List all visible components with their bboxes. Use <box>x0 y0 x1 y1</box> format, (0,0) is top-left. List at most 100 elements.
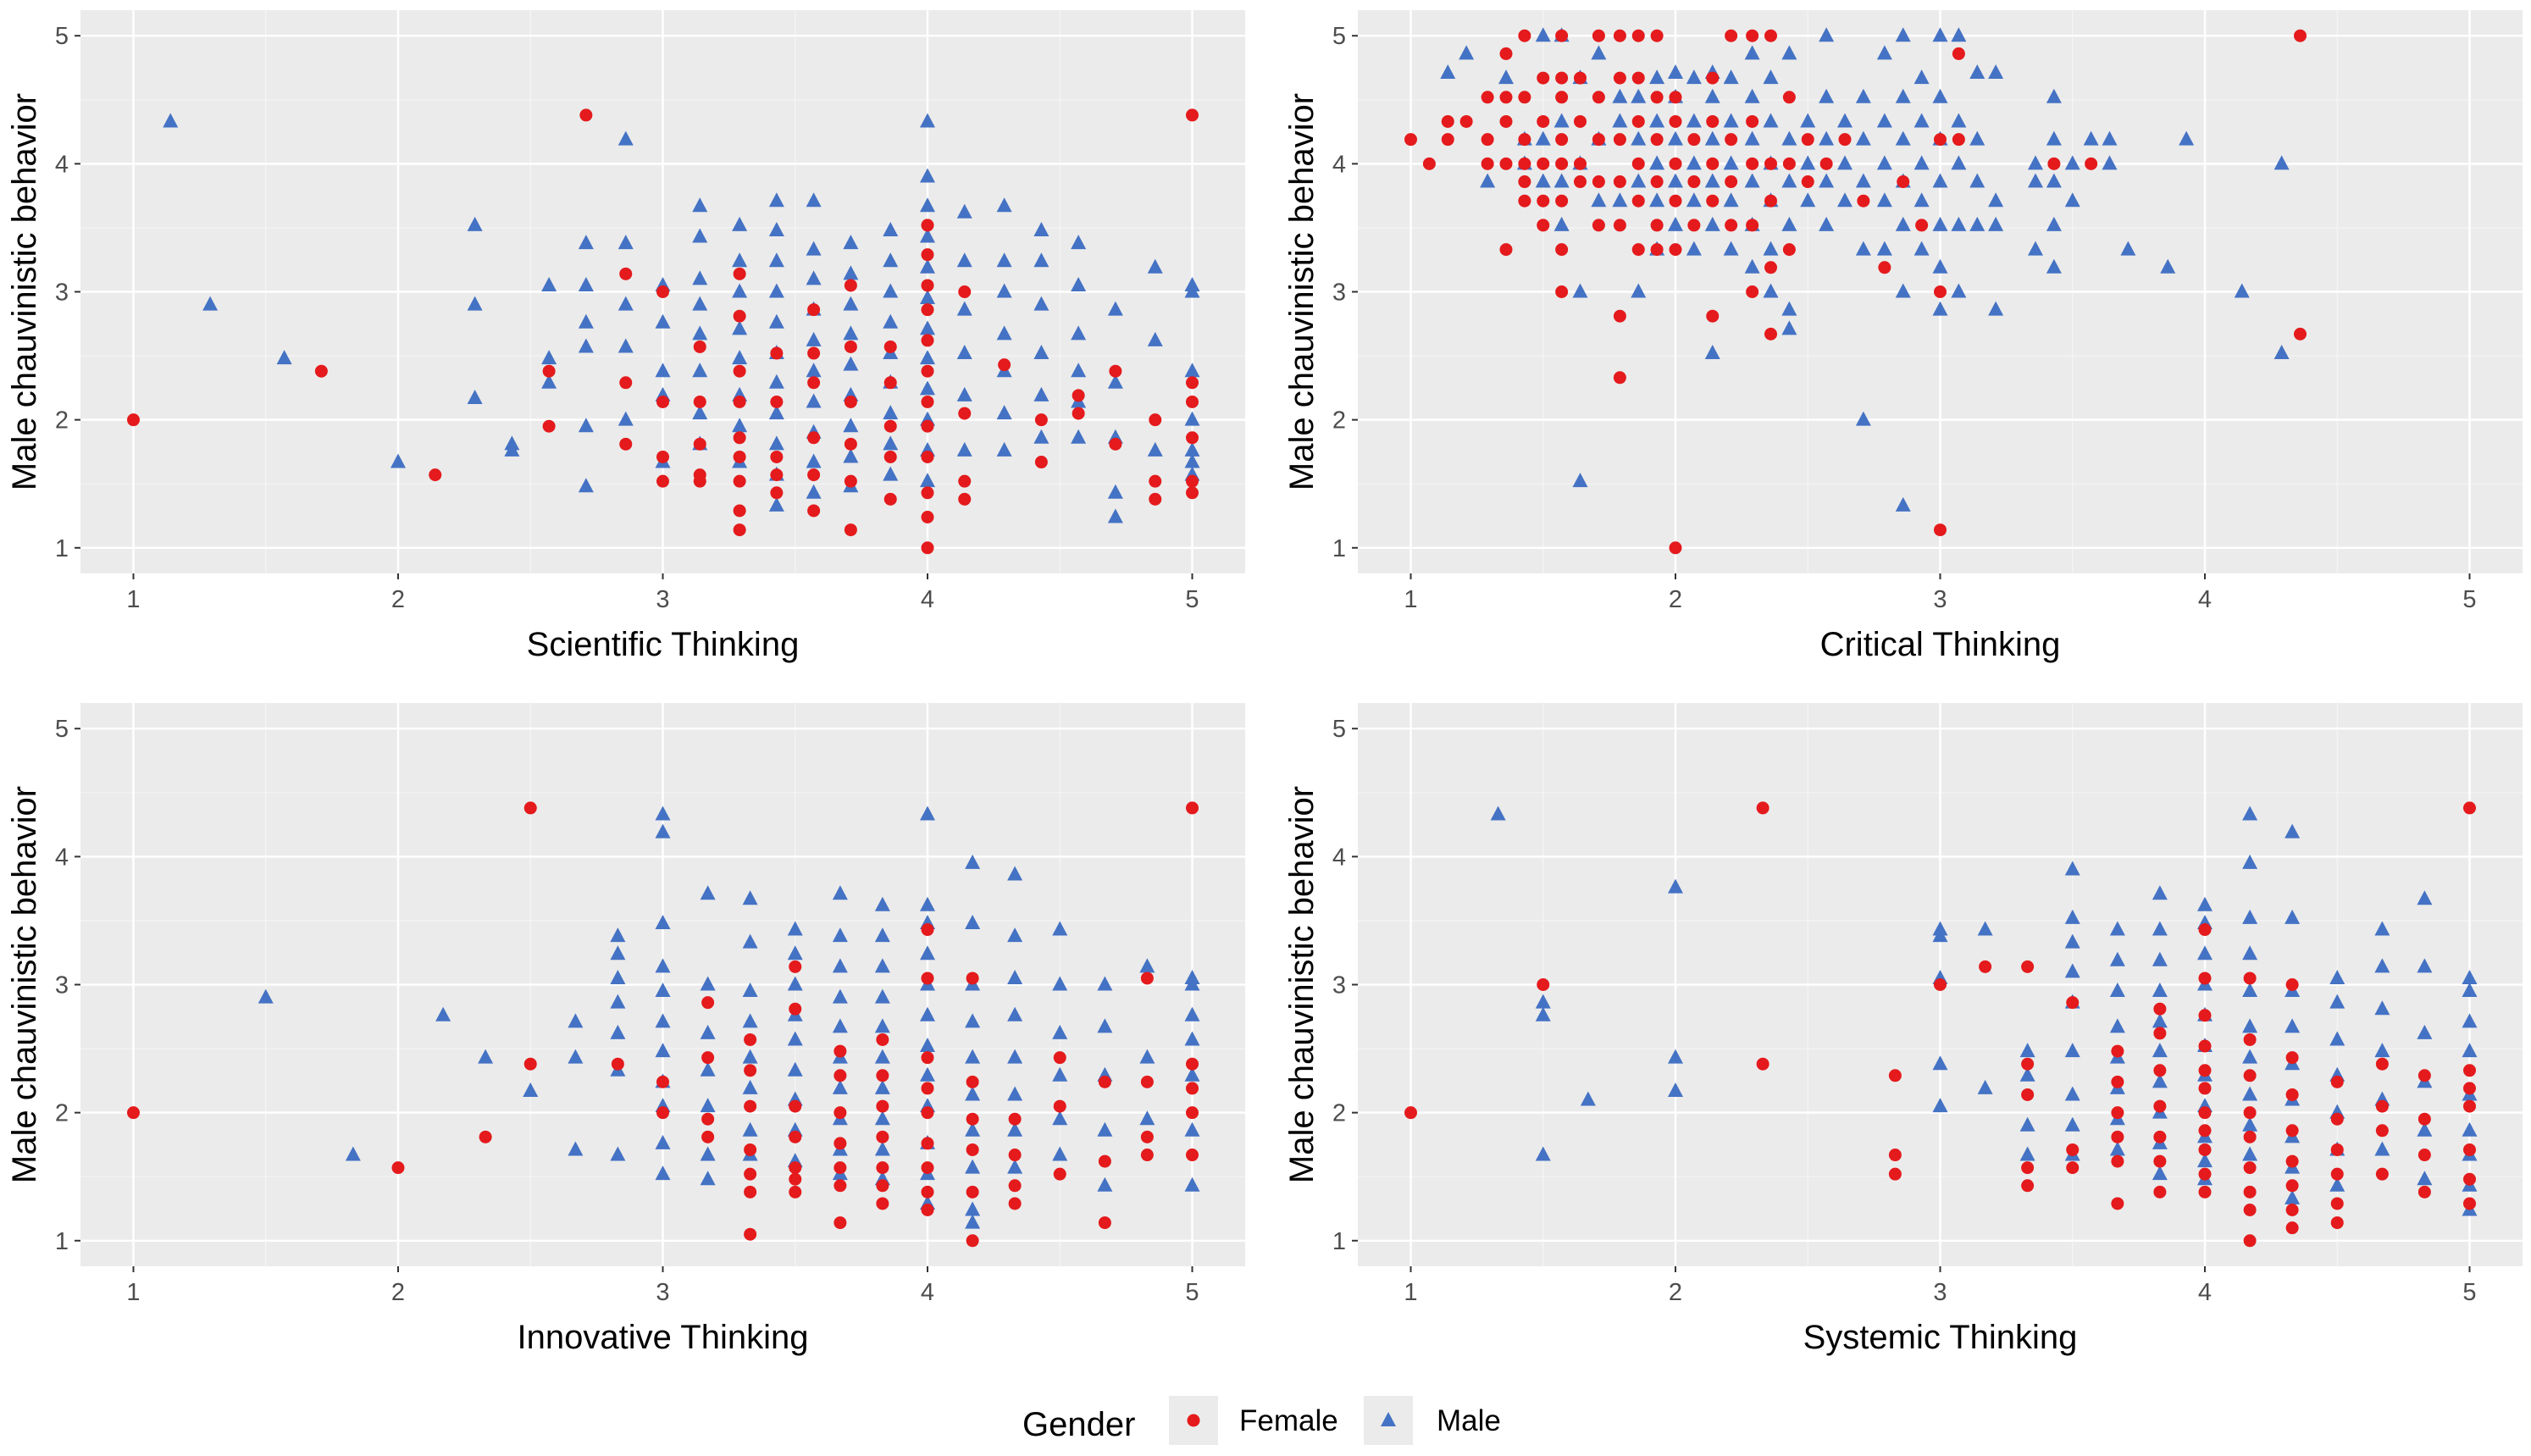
female-point <box>966 1143 979 1156</box>
male-point <box>692 363 708 378</box>
male-point <box>1668 1049 1683 1064</box>
male-point <box>883 435 899 451</box>
male-point <box>843 235 859 250</box>
female-point <box>844 523 857 537</box>
male-point <box>2273 345 2290 360</box>
female-point <box>1613 71 1626 85</box>
female-point <box>2153 1154 2167 1168</box>
male-point <box>1033 429 1050 444</box>
male-point <box>618 235 634 250</box>
y-tick-label: 2 <box>1332 407 1346 435</box>
male-point <box>1535 130 1551 146</box>
male-point <box>163 113 179 128</box>
female-point <box>314 364 328 378</box>
male-point <box>996 325 1012 340</box>
male-point <box>1007 927 1023 943</box>
male-point <box>692 296 708 311</box>
female-point <box>958 492 972 506</box>
x-tick-label: 3 <box>1933 586 1947 613</box>
female-point <box>2463 1082 2476 1095</box>
female-point <box>1631 194 1645 208</box>
male-point <box>618 411 634 426</box>
male-point <box>1951 155 1967 170</box>
male-point <box>1969 216 1985 231</box>
x-tick-label: 1 <box>1404 586 1417 613</box>
male-point <box>787 1061 803 1077</box>
male-point <box>1107 508 1123 523</box>
male-point <box>742 890 758 905</box>
male-point <box>700 1146 716 1161</box>
female-point <box>1499 243 1513 257</box>
female-point <box>2198 1143 2212 1156</box>
male-point <box>1855 88 1871 103</box>
female-point <box>1186 486 1199 500</box>
female-point <box>479 1130 492 1143</box>
female-point <box>1072 407 1085 420</box>
female-point <box>789 1161 802 1175</box>
x-tick-label: 5 <box>1185 1279 1199 1306</box>
male-point <box>1553 113 1570 128</box>
female-point <box>2153 1130 2167 1143</box>
female-point <box>733 450 746 463</box>
male-point <box>2242 1018 2258 1033</box>
male-point <box>1071 363 1087 378</box>
male-point <box>1139 1110 1155 1126</box>
female-point <box>1746 157 1759 170</box>
female-point <box>921 1161 934 1175</box>
male-point <box>2285 909 2301 924</box>
male-point <box>578 313 594 329</box>
female-point <box>1404 133 1417 147</box>
female-point <box>127 1106 140 1120</box>
female-point <box>1186 1082 1199 1095</box>
female-point <box>619 267 633 280</box>
male-point <box>1184 969 1200 984</box>
male-point <box>920 258 935 274</box>
female-point <box>789 1130 802 1143</box>
male-point <box>692 405 708 420</box>
female-point <box>2243 1106 2257 1120</box>
male-point <box>1052 1066 1068 1082</box>
female-point <box>921 303 934 317</box>
male-point <box>787 921 803 936</box>
male-point <box>1977 921 1993 936</box>
female-point <box>921 972 934 985</box>
female-point <box>1008 1149 1022 1162</box>
female-point <box>2198 1106 2212 1120</box>
female-point <box>619 376 633 390</box>
male-point <box>920 945 935 961</box>
male-point <box>1895 130 1911 146</box>
female-point <box>2021 1179 2035 1193</box>
male-point <box>692 270 708 285</box>
female-point <box>1706 157 1720 170</box>
female-point <box>966 1112 979 1126</box>
male-point <box>1723 241 1739 256</box>
female-point <box>770 468 784 482</box>
male-point <box>1184 276 1200 291</box>
female-point <box>1838 133 1852 147</box>
female-point <box>656 1075 669 1088</box>
female-point <box>2285 978 2299 991</box>
female-point <box>2198 1185 2212 1199</box>
male-point <box>2329 1176 2345 1192</box>
male-point <box>1988 301 2004 316</box>
male-point <box>1184 1006 1200 1021</box>
male-point <box>1932 921 1948 936</box>
female-point <box>921 1137 934 1150</box>
male-point <box>920 473 935 488</box>
male-point <box>1876 155 1892 170</box>
female-point <box>876 1197 889 1210</box>
male-point <box>700 1024 716 1039</box>
female-point <box>2111 1154 2124 1168</box>
male-point <box>1480 173 1496 188</box>
female-point <box>1764 29 1777 42</box>
female-point <box>2375 1167 2389 1181</box>
female-point <box>2463 801 2476 815</box>
female-point <box>1053 1167 1066 1181</box>
female-point <box>2285 1221 2299 1235</box>
male-point <box>806 363 822 378</box>
male-point <box>1800 192 1816 208</box>
x-tick-label: 3 <box>1933 1279 1947 1306</box>
male-point <box>2417 1171 2433 1186</box>
male-point <box>787 1031 803 1046</box>
male-point <box>2046 173 2062 188</box>
